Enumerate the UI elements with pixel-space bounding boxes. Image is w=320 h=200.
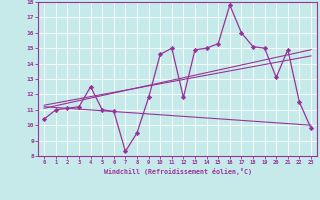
X-axis label: Windchill (Refroidissement éolien,°C): Windchill (Refroidissement éolien,°C) xyxy=(104,168,252,175)
